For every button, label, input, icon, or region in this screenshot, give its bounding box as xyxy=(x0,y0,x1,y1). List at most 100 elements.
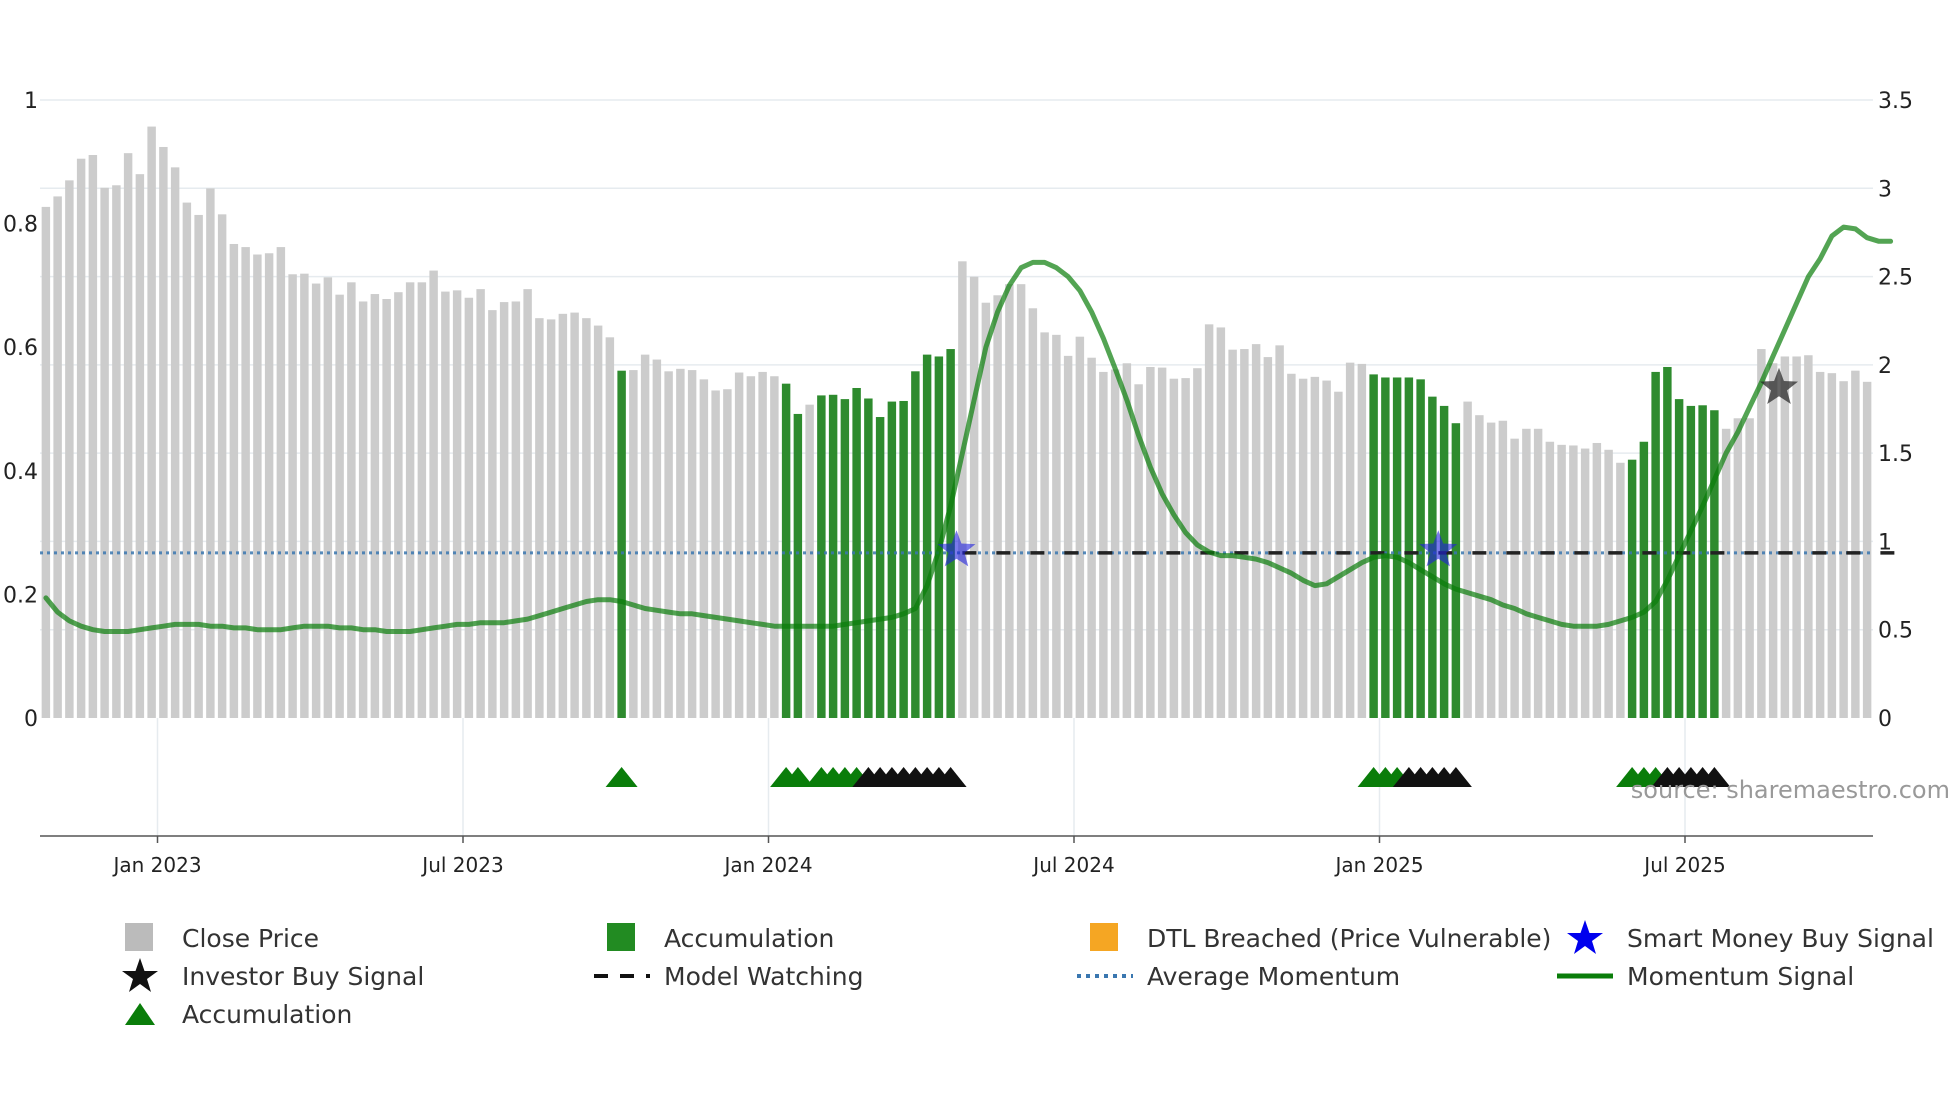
price-bar xyxy=(1040,332,1049,718)
momentum-signal-line xyxy=(43,224,1894,634)
price-bar xyxy=(276,247,286,718)
accumulation-bar xyxy=(911,371,920,718)
accumulation-bar xyxy=(1710,410,1719,718)
dotted-line-icon xyxy=(1075,958,1135,994)
x-tick-label: Jul 2024 xyxy=(1031,853,1114,877)
price-bar xyxy=(405,282,415,718)
price-bar xyxy=(1475,415,1484,718)
price-bar xyxy=(347,282,356,718)
price-bar xyxy=(429,270,438,718)
price-bar xyxy=(993,295,1002,718)
price-bar xyxy=(88,155,98,718)
price-bar xyxy=(41,206,51,718)
legend-item-investor-buy: Investor Buy Signal xyxy=(110,958,424,994)
price-bar xyxy=(65,180,74,719)
price-bar xyxy=(1310,376,1320,718)
price-bar xyxy=(1733,418,1743,718)
price-bar xyxy=(805,404,814,718)
price-bar xyxy=(241,247,250,718)
price-bar xyxy=(1804,355,1813,718)
price-bar xyxy=(311,283,321,718)
price-bar xyxy=(1815,371,1825,718)
price-bar xyxy=(1357,363,1367,718)
accumulation-triangle xyxy=(605,767,638,787)
accumulation-bar xyxy=(934,356,944,718)
price-bar xyxy=(135,174,145,718)
accumulation-bar xyxy=(1404,377,1414,718)
price-bar xyxy=(1298,378,1308,718)
price-bar xyxy=(253,254,262,718)
price-bar xyxy=(969,276,979,718)
price-bar xyxy=(758,371,767,718)
legend-label: Close Price xyxy=(182,923,320,953)
price-bar xyxy=(570,312,579,718)
momentum-signal-path xyxy=(43,224,1894,634)
price-bar xyxy=(593,325,603,718)
price-bar xyxy=(1322,380,1331,718)
legend-item-close-price: Close Price xyxy=(110,920,319,956)
accumulation-bar xyxy=(1369,374,1378,718)
price-bar xyxy=(1851,370,1860,718)
price-bar xyxy=(1204,324,1214,718)
price-bar xyxy=(1780,356,1790,718)
price-bar xyxy=(1616,462,1625,718)
y-right-tick-label: 0.5 xyxy=(1878,619,1913,644)
green-line-icon xyxy=(1555,958,1615,994)
price-bar xyxy=(1263,357,1273,718)
price-bar xyxy=(1157,367,1167,718)
price-bar xyxy=(288,274,297,718)
price-bar xyxy=(1169,378,1179,718)
price-bar xyxy=(1016,284,1026,718)
accumulation-bar xyxy=(1381,377,1390,718)
x-tick-label: Jul 2023 xyxy=(420,853,503,877)
price-bar xyxy=(711,390,720,718)
y-right-tick-label: 3 xyxy=(1878,177,1892,202)
price-bar xyxy=(1063,355,1073,718)
price-bar xyxy=(206,188,215,718)
price-bar xyxy=(217,214,227,718)
price-bar xyxy=(382,299,391,718)
accumulation-bar xyxy=(817,395,826,718)
price-bar xyxy=(452,290,462,718)
legend-label: Smart Money Buy Signal xyxy=(1627,923,1934,953)
legend-label: Investor Buy Signal xyxy=(182,961,425,991)
signal-stars xyxy=(937,367,1798,567)
price-bar xyxy=(1463,401,1472,718)
investor-buy-star xyxy=(1760,367,1798,404)
price-bar xyxy=(1533,428,1543,718)
accumulation-bar xyxy=(1686,405,1696,718)
source-label: source: sharemaestro.com xyxy=(1631,776,1950,804)
accumulation-triangle xyxy=(781,767,814,787)
legend-item-accumulation-bar: Accumulation xyxy=(592,920,834,956)
legend-label: DTL Breached (Price Vulnerable) xyxy=(1147,923,1552,953)
legend-label: Accumulation xyxy=(664,923,835,953)
price-bar xyxy=(1181,378,1190,718)
price-bar xyxy=(1557,444,1566,718)
price-bar xyxy=(488,310,497,718)
accumulation-bar xyxy=(828,394,838,718)
price-bar xyxy=(1075,336,1085,718)
y-left-tick-label: 0.2 xyxy=(3,583,38,608)
accumulation-bar xyxy=(864,398,873,718)
price-bar xyxy=(1839,381,1848,718)
price-bar xyxy=(664,371,673,718)
price-bar xyxy=(734,372,744,718)
accumulation-triangle xyxy=(1439,767,1472,787)
price-bar xyxy=(170,167,180,719)
price-bar xyxy=(147,126,156,718)
price-bar xyxy=(76,158,86,718)
legend-label: Accumulation xyxy=(182,999,353,1029)
y-left-tick-label: 0 xyxy=(24,707,38,732)
price-bar xyxy=(958,261,967,718)
price-bar xyxy=(394,292,403,718)
price-bar xyxy=(1604,449,1613,718)
legend-label: Average Momentum xyxy=(1147,961,1401,991)
accumulation-swatch-icon xyxy=(592,920,652,956)
dtl-breached-swatch-icon xyxy=(1075,920,1135,956)
smart-money-star xyxy=(937,530,976,567)
y-left-tick-label: 0.6 xyxy=(3,336,38,361)
price-bar xyxy=(1510,438,1519,718)
price-bar xyxy=(1251,344,1261,718)
price-bar xyxy=(1721,428,1731,718)
price-bar xyxy=(335,294,344,718)
